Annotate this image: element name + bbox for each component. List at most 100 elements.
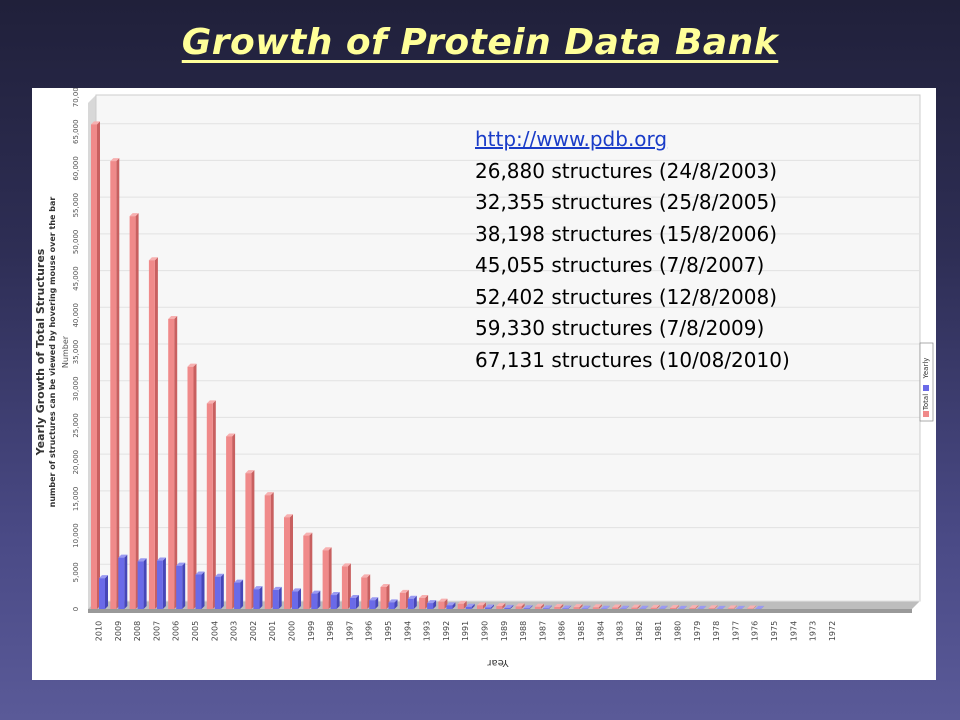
yearly-bar-side (394, 599, 398, 609)
total-bar-side (753, 605, 757, 609)
slide-title: Growth of Protein Data Bank (181, 22, 779, 63)
yearly-bar (542, 608, 549, 609)
yearly-bar-side (471, 603, 475, 609)
yearly-bar (253, 589, 260, 609)
yearly-bar-side (510, 604, 514, 609)
info-line: 45,055 structures (7/8/2007) (475, 253, 765, 277)
total-bar-top (419, 594, 429, 598)
yearly-bar-side (143, 558, 147, 609)
x-tick-label: 1991 (461, 621, 470, 641)
total-bar-side (290, 514, 293, 609)
yearly-bar (99, 578, 105, 609)
total-bar-top (187, 363, 197, 367)
total-bar-side (174, 315, 178, 609)
y-tick-label: 15,000 (72, 487, 80, 512)
yearly-bar-top (118, 554, 128, 558)
x-tick-label: 1998 (326, 621, 335, 641)
yearly-bar (214, 576, 221, 609)
x-tick-label: 2006 (172, 621, 181, 641)
x-tick-label: 1984 (596, 621, 605, 641)
total-bar-side (116, 158, 120, 609)
x-tick-label: 1974 (789, 621, 798, 641)
total-bar (322, 550, 329, 609)
x-tick-label: 2010 (95, 621, 104, 641)
total-bar (264, 495, 271, 609)
yearly-bar-side (664, 605, 668, 609)
yearly-bar-top (562, 605, 572, 609)
yearly-bar-top (716, 605, 726, 609)
yearly-bar-top (600, 605, 610, 609)
total-bar-side (463, 600, 467, 609)
yearly-bar-top (137, 558, 147, 562)
yearly-bar (407, 598, 414, 609)
chart-panel: 0 5,000 10,000 15,000 20,000 25,000 30,000 35,0… (32, 88, 936, 680)
x-tick-label: 1987 (538, 621, 547, 641)
yearly-bar (349, 597, 356, 609)
total-bar-top (554, 603, 564, 607)
yearly-bar-top (446, 602, 456, 606)
yearly-bar (311, 593, 318, 609)
total-bar (592, 607, 599, 609)
total-bar (110, 161, 117, 609)
legend-box (919, 342, 934, 422)
yearly-bar-side (162, 557, 166, 609)
yearly-bar (137, 561, 144, 609)
yearly-bar-top (369, 597, 379, 601)
total-bar-top (631, 604, 641, 608)
total-bar-top (91, 121, 100, 125)
total-bar-top (361, 574, 371, 578)
y-tick-label: 35,000 (72, 340, 80, 365)
total-bar-top (689, 605, 699, 609)
yearly-bar-side (684, 605, 687, 609)
x-tick-label: 1978 (712, 621, 721, 641)
total-bar (168, 318, 175, 609)
total-bar-top (438, 598, 448, 602)
total-bar-side (135, 213, 139, 609)
y-tick-label: 5,000 (72, 562, 80, 582)
yearly-bar-top (620, 605, 630, 609)
yearly-bar-side (587, 605, 591, 609)
yearly-bar-side (240, 579, 244, 609)
yearly-bar-top (253, 586, 263, 590)
yearly-bar-side (645, 605, 649, 609)
x-tick-label: 2008 (133, 621, 142, 641)
x-tick-label: 1997 (345, 621, 354, 641)
yearly-bar (118, 557, 125, 609)
y-tick-label: 0 (72, 607, 80, 611)
yearly-bar-top (330, 592, 340, 596)
x-tick-label: 1981 (654, 621, 663, 641)
total-bar (226, 436, 233, 609)
total-bar-top (612, 604, 622, 608)
total-bar (438, 601, 445, 609)
x-tick-label: 2002 (249, 621, 258, 641)
yearly-bar-side (201, 571, 205, 609)
total-bar-side (637, 604, 641, 609)
total-bar-side (714, 605, 718, 609)
y-tick-label: 30,000 (72, 376, 80, 401)
total-bar-side (618, 604, 622, 609)
total-bar (689, 608, 696, 609)
total-bar (727, 608, 734, 609)
total-bar-side (154, 257, 158, 609)
yearly-bar-top (99, 575, 108, 579)
y-tick-label: 40,000 (72, 303, 80, 328)
yearly-bar-side (317, 590, 321, 609)
x-tick-label: 1990 (481, 621, 490, 641)
yearly-bar (446, 605, 453, 609)
total-bar-top (148, 257, 158, 261)
yearly-bar-top (697, 605, 707, 609)
pdb-link[interactable]: http://www.pdb.org (475, 127, 668, 151)
total-bar (148, 260, 155, 609)
yearly-bar-side (452, 602, 456, 609)
total-bar (361, 577, 368, 609)
x-tick-label: 2005 (191, 621, 200, 641)
y-tick-label: 25,000 (72, 413, 80, 438)
yearly-bar (234, 582, 241, 609)
total-bar-top (496, 603, 506, 607)
y-axis-label: Number (61, 335, 70, 368)
x-tick-label: 1995 (384, 621, 393, 641)
total-bar (670, 607, 676, 609)
total-bar (399, 592, 406, 609)
x-tick-label: 1975 (770, 621, 779, 641)
total-bar-top (264, 492, 274, 496)
